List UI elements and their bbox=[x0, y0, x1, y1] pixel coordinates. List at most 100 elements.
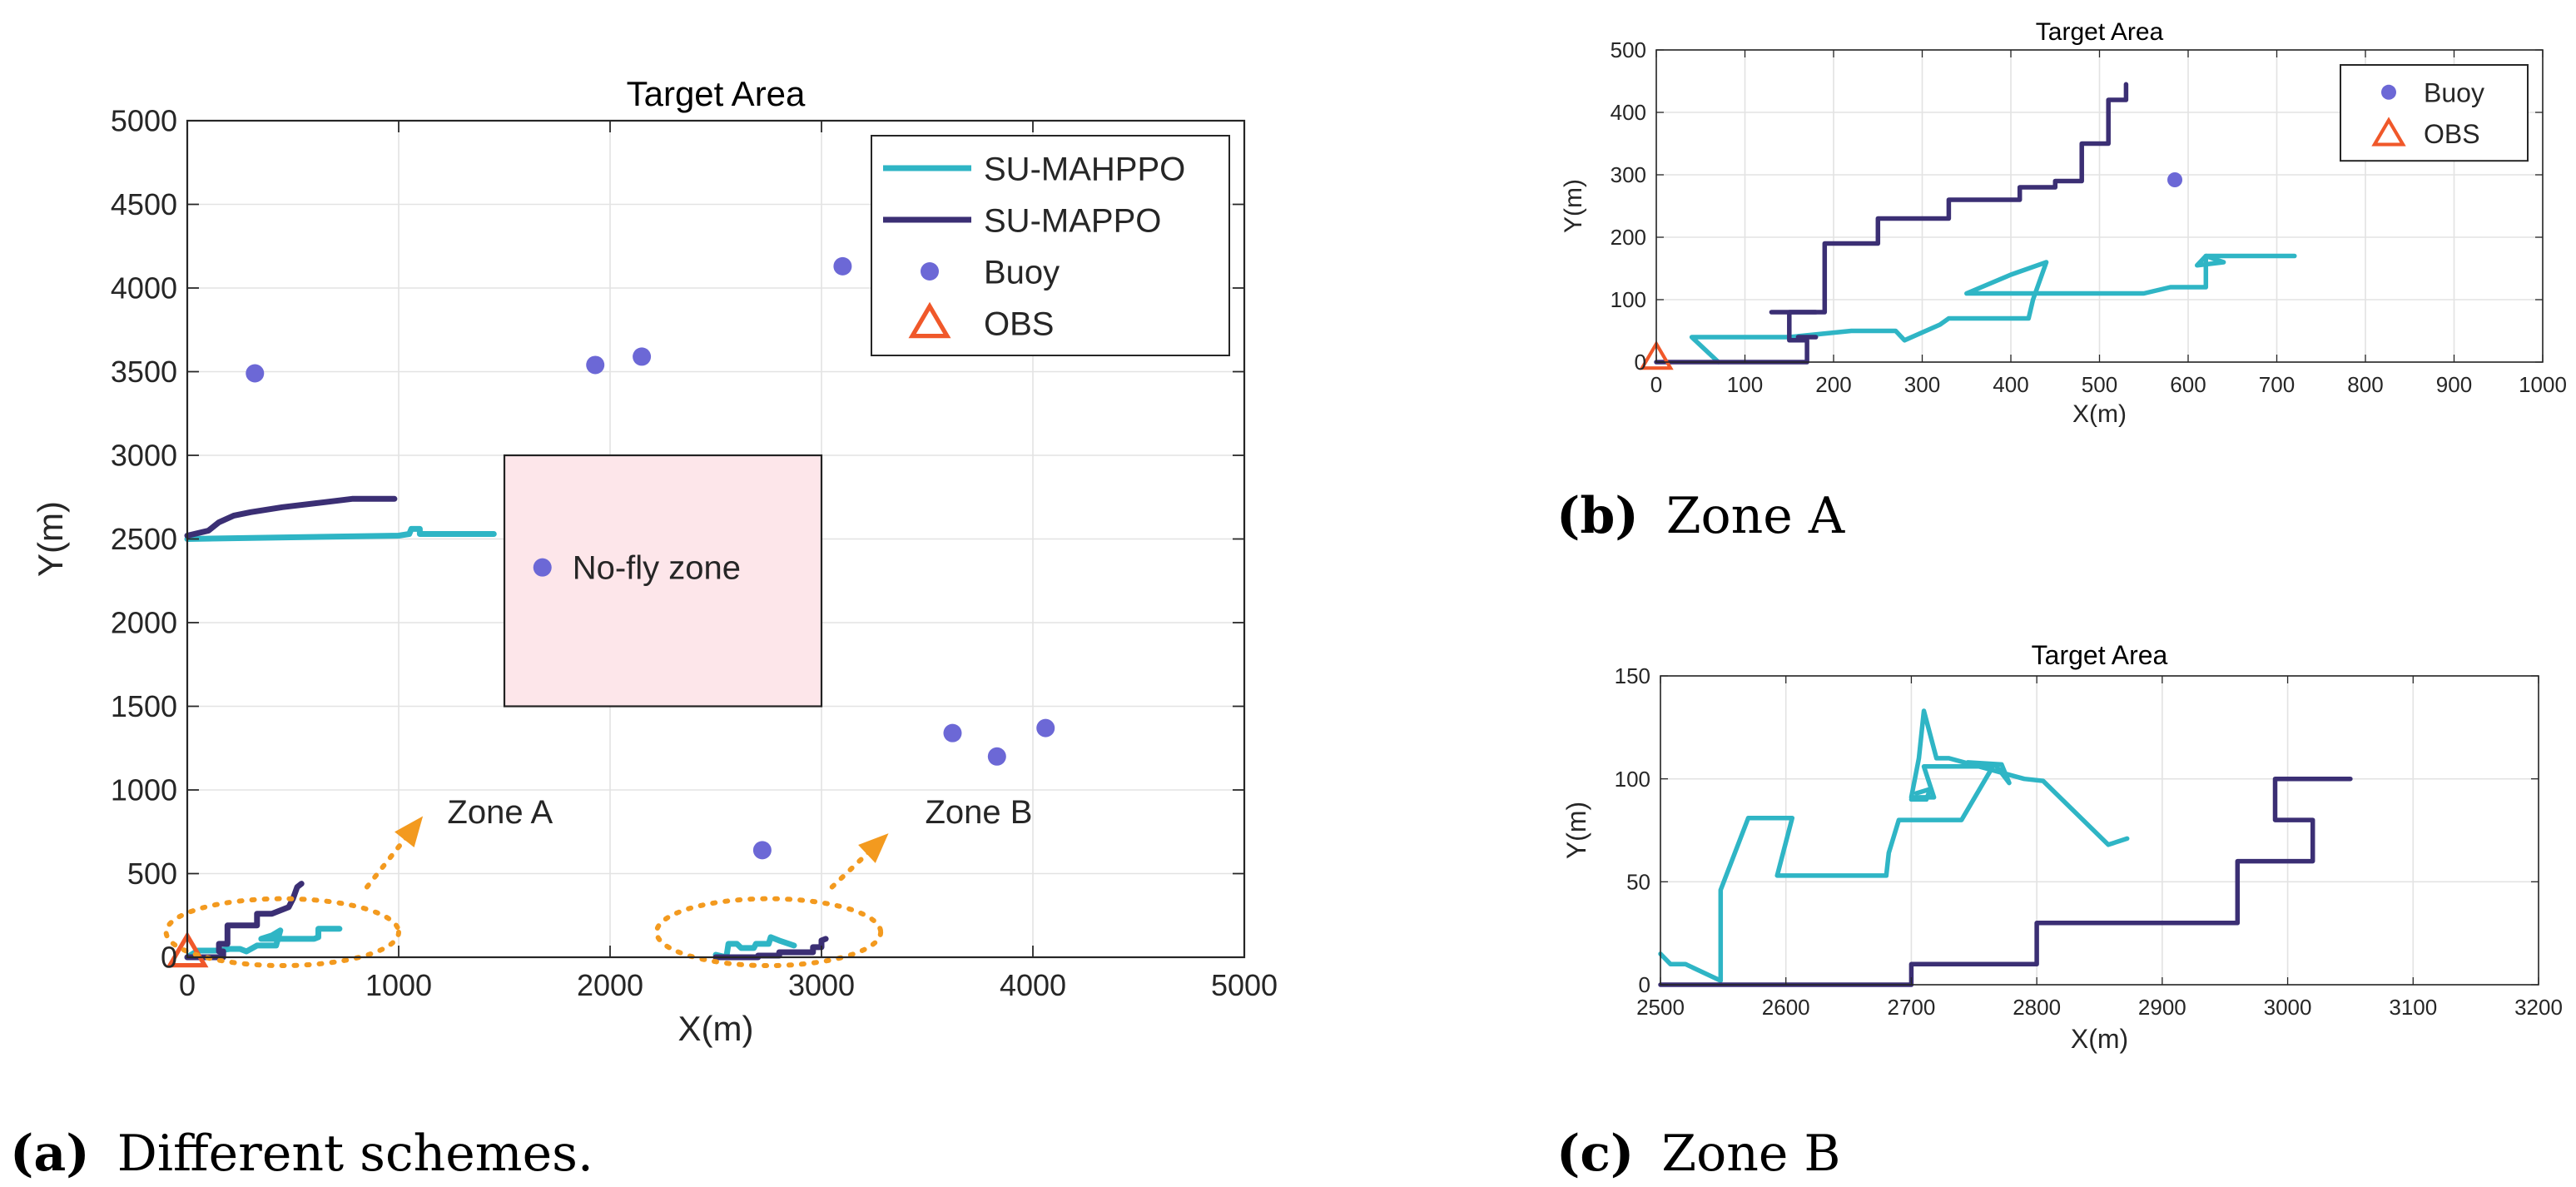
legend-label-a-2: Buoy bbox=[984, 254, 1060, 291]
x-tick-label-a-5: 5000 bbox=[1211, 968, 1278, 1002]
series-mappo-a-seg-0 bbox=[184, 495, 398, 539]
x-tick-label-c-1: 2600 bbox=[1762, 995, 1810, 1020]
axes-frame-c bbox=[1660, 675, 2539, 986]
series-mahppo-b-seg-0 bbox=[1689, 253, 2297, 365]
x-tick-label-a-4: 4000 bbox=[1000, 968, 1066, 1002]
x-axis-label-c: X(m) bbox=[2071, 1024, 2128, 1054]
series-mahppo-c-seg-2 bbox=[1965, 760, 2012, 786]
x-tick-label-b-5: 500 bbox=[2082, 372, 2117, 397]
buoy-point-a-3 bbox=[833, 256, 852, 276]
series-mahppo-a-seg-2 bbox=[712, 934, 797, 961]
y-tick-label-a-6: 3000 bbox=[111, 439, 177, 473]
caption-b-text: Zone A bbox=[1666, 487, 1845, 545]
x-tick-label-b-3: 300 bbox=[1904, 372, 1940, 397]
x-tick-label-a-3: 3000 bbox=[788, 968, 855, 1002]
y-tick-label-a-1: 500 bbox=[127, 857, 177, 891]
buoy-point-a-1 bbox=[586, 355, 605, 375]
x-tick-label-c-5: 3000 bbox=[2264, 995, 2312, 1020]
nofly-zone-label: No-fly zone bbox=[573, 550, 741, 587]
legend-swatch-a-2 bbox=[921, 262, 939, 281]
buoy-point-a-4 bbox=[752, 841, 772, 860]
y-tick-label-a-10: 5000 bbox=[111, 104, 177, 138]
y-tick-label-c-0: 0 bbox=[1639, 972, 1650, 997]
y-axis-label-b: Y(m) bbox=[1560, 179, 1587, 233]
y-tick-label-a-4: 2000 bbox=[111, 606, 177, 640]
chart-c-zone-b: 2500 2600 2700 2800 2900 3000 3100 3200 0 50 100 15… bbox=[1561, 640, 2563, 1054]
x-tick-label-b-0: 0 bbox=[1650, 372, 1662, 397]
zone-ellipse-1 bbox=[653, 896, 884, 969]
x-tick-label-b-10: 1000 bbox=[2519, 372, 2567, 397]
legend-swatch-a-3 bbox=[908, 301, 951, 339]
chart-title-c: Target Area bbox=[2032, 640, 2168, 670]
x-axis-label-a: X(m) bbox=[678, 1009, 754, 1048]
y-tick-label-c-2: 100 bbox=[1615, 767, 1650, 792]
y-tick-label-b-2: 200 bbox=[1611, 225, 1646, 250]
x-tick-label-b-6: 600 bbox=[2170, 372, 2206, 397]
x-tick-label-a-0: 0 bbox=[179, 968, 196, 1002]
y-tick-label-b-1: 100 bbox=[1611, 287, 1646, 312]
buoy-point-a-6 bbox=[987, 747, 1006, 766]
buoy-point-a-5 bbox=[943, 723, 962, 742]
legend-a: SU-MAHPPO SU-MAPPO Buoy OBS bbox=[871, 135, 1230, 356]
zone-arrow-head-0 bbox=[395, 816, 424, 848]
y-tick-label-a-3: 1500 bbox=[111, 689, 177, 723]
series-mahppo-b-seg-1 bbox=[2194, 253, 2226, 268]
caption-b: (b) Zone A bbox=[1556, 487, 1845, 545]
legend-label-b-0: Buoy bbox=[2424, 77, 2484, 107]
y-tick-label-a-7: 3500 bbox=[111, 355, 177, 389]
x-tick-label-b-1: 100 bbox=[1727, 372, 1763, 397]
chart-title-b: Target Area bbox=[2036, 18, 2164, 46]
zone-label-1: Zone B bbox=[925, 794, 1032, 831]
legend-swatch-b-1 bbox=[2371, 117, 2406, 147]
x-tick-label-c-6: 3100 bbox=[2389, 995, 2437, 1020]
x-tick-label-b-8: 800 bbox=[2347, 372, 2383, 397]
series-mahppo-a-seg-0 bbox=[184, 525, 497, 542]
y-tick-label-a-0: 0 bbox=[161, 941, 177, 975]
legend-label-a-1: SU-MAPPO bbox=[984, 202, 1161, 239]
y-axis-label-c: Y(m) bbox=[1561, 802, 1591, 859]
chart-a-different-schemes: No-fly zone Zone A Zone B 0 1000 2000 3000 4000… bbox=[31, 74, 1278, 1048]
caption-c-text: Zone B bbox=[1661, 1125, 1840, 1183]
y-tick-label-c-1: 50 bbox=[1626, 869, 1650, 894]
x-tick-label-c-2: 2700 bbox=[1888, 995, 1936, 1020]
x-tick-label-b-2: 200 bbox=[1815, 372, 1851, 397]
x-tick-label-c-4: 2900 bbox=[2138, 995, 2186, 1020]
zone-label-0: Zone A bbox=[447, 794, 553, 831]
y-tick-label-a-9: 4500 bbox=[111, 187, 177, 221]
legend-box-a bbox=[871, 135, 1230, 356]
legend-label-a-3: OBS bbox=[984, 305, 1054, 342]
series-mahppo-c-seg-1 bbox=[1908, 787, 1933, 802]
caption-a: (a) Different schemes. bbox=[10, 1125, 593, 1183]
series-mappo-b-seg-0 bbox=[1654, 82, 2129, 365]
chart-b-zone-a: 0 100 200 300 400 500 600 700 800 900 1000 0 100 200 3… bbox=[1560, 18, 2567, 428]
x-tick-label-b-9: 900 bbox=[2436, 372, 2472, 397]
legend-box-b bbox=[2340, 64, 2529, 162]
y-tick-label-b-5: 500 bbox=[1611, 37, 1646, 62]
x-tick-label-c-0: 2500 bbox=[1636, 995, 1685, 1020]
nofly-zone-rect bbox=[503, 454, 823, 708]
obs-point-a-0 bbox=[166, 931, 209, 968]
caption-a-text: Different schemes. bbox=[117, 1125, 593, 1183]
x-tick-label-a-1: 1000 bbox=[365, 968, 432, 1002]
legend-swatch-b-0 bbox=[2381, 84, 2396, 100]
caption-b-letter: (b) bbox=[1556, 487, 1639, 545]
x-axis-label-b: X(m) bbox=[2072, 400, 2127, 428]
buoy-point-a-7 bbox=[1036, 718, 1055, 738]
series-mappo-c-seg-0 bbox=[1658, 776, 2353, 987]
y-tick-label-b-0: 0 bbox=[1635, 350, 1646, 375]
x-tick-label-b-7: 700 bbox=[2259, 372, 2295, 397]
zone-arrow-line-0 bbox=[364, 817, 423, 890]
zone-arrow-head-1 bbox=[858, 833, 889, 863]
x-tick-label-c-3: 2800 bbox=[2013, 995, 2061, 1020]
legend-label-b-1: OBS bbox=[2424, 119, 2480, 149]
legend-b: Buoy OBS bbox=[2340, 64, 2529, 162]
x-tick-label-c-7: 3200 bbox=[2514, 995, 2563, 1020]
y-axis-label-a: Y(m) bbox=[31, 501, 70, 577]
buoy-point-a-0 bbox=[246, 364, 265, 383]
legend-label-a-0: SU-MAHPPO bbox=[984, 151, 1185, 187]
series-mahppo-c-seg-0 bbox=[1658, 708, 2130, 983]
x-tick-label-b-4: 400 bbox=[1993, 372, 2028, 397]
caption-c: (c) Zone B bbox=[1556, 1125, 1841, 1183]
y-tick-label-b-4: 400 bbox=[1611, 100, 1646, 125]
